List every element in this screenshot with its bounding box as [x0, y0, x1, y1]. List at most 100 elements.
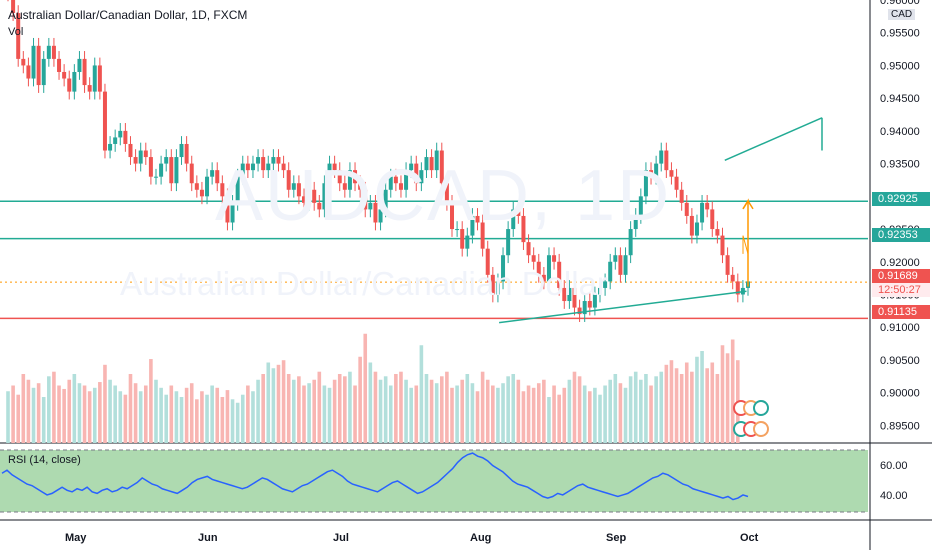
- candle-body: [511, 209, 516, 230]
- volume-bar: [358, 356, 362, 443]
- volume-bar: [312, 379, 317, 443]
- volume-bar: [404, 379, 408, 443]
- volume-bar: [536, 383, 541, 443]
- candle-body: [378, 209, 383, 223]
- candle-body: [337, 170, 342, 184]
- volume-bar: [149, 359, 153, 443]
- symbol-title: Australian Dollar/Canadian Dollar, 1D, F…: [8, 8, 248, 22]
- candle-body: [332, 163, 337, 171]
- candle-body: [608, 261, 613, 282]
- candle-body: [373, 202, 378, 223]
- candle-body: [506, 229, 511, 256]
- volume-bar: [434, 383, 439, 443]
- candle-body: [184, 143, 189, 164]
- volume-bar: [159, 387, 163, 443]
- projection-arrowhead: [742, 199, 754, 210]
- time-axis-label: Sep: [606, 532, 626, 544]
- candle-body: [521, 215, 526, 243]
- candle-body: [205, 176, 210, 197]
- volume-bar: [628, 376, 633, 443]
- volume-bar: [669, 360, 674, 443]
- volume-bar: [455, 385, 459, 443]
- candle-body: [347, 170, 352, 190]
- time-axis-label: Jul: [333, 532, 349, 544]
- economic-event-icon: [753, 400, 769, 416]
- candle-body: [261, 157, 266, 171]
- volume-bar: [113, 385, 117, 443]
- volume-bar: [210, 385, 214, 443]
- candle-body: [210, 170, 215, 177]
- candle-body: [465, 235, 470, 249]
- volume-bar: [613, 374, 618, 443]
- candle-body: [133, 157, 138, 164]
- candle-body: [199, 189, 204, 197]
- volume-bar: [730, 339, 735, 443]
- volume-bar: [256, 379, 260, 443]
- candle-body: [684, 202, 689, 216]
- volume-bar: [327, 387, 332, 443]
- candle-body: [327, 163, 332, 184]
- candle-body: [220, 183, 225, 197]
- candle-body: [342, 183, 347, 190]
- volume-bar: [521, 391, 526, 443]
- candle-body: [194, 183, 199, 190]
- volume-bar: [103, 364, 107, 443]
- candle-body: [485, 248, 490, 275]
- price-axis-tick: 0.89500: [880, 420, 920, 432]
- candle-body: [307, 189, 312, 203]
- candle-body: [689, 215, 694, 236]
- volume-bar: [286, 374, 291, 443]
- volume-bar: [31, 387, 36, 443]
- volume-bar: [302, 385, 306, 443]
- volume-bar: [26, 379, 31, 443]
- candle-body: [710, 209, 715, 230]
- candle-body: [679, 189, 684, 203]
- candle-body: [72, 71, 77, 92]
- volume-bar: [409, 387, 413, 443]
- volume-bar: [572, 371, 577, 443]
- volume-bar: [184, 387, 189, 443]
- volume-bar: [501, 383, 505, 443]
- candle-body: [424, 157, 429, 171]
- volume-bar: [72, 374, 77, 443]
- candle-body: [317, 202, 322, 210]
- candle-body: [113, 137, 118, 144]
- volume-bar: [322, 385, 327, 443]
- rsi-background-band: [0, 450, 868, 512]
- candle-body: [490, 274, 495, 295]
- candle-body: [164, 157, 169, 164]
- watermark-ticker: AUDCAD, 1D: [215, 156, 672, 236]
- volume-bar: [460, 379, 465, 443]
- volume-bar: [485, 379, 490, 443]
- volume-bar: [353, 385, 357, 443]
- candle-body: [31, 45, 36, 79]
- price-axis-tick: 0.95500: [880, 28, 920, 40]
- candle-body: [725, 255, 730, 275]
- volume-bar: [47, 376, 51, 443]
- volume-bar: [230, 399, 235, 443]
- time-axis-label: Aug: [470, 532, 491, 544]
- volume-bar: [547, 397, 551, 443]
- volume-bar: [225, 390, 230, 443]
- volume-bar: [169, 385, 174, 443]
- candle-body: [388, 176, 393, 190]
- rsi-level-60: 60.00: [880, 460, 908, 472]
- candle-body: [215, 170, 220, 184]
- candle-body: [92, 65, 97, 92]
- currency-badge[interactable]: CAD: [888, 9, 916, 20]
- volume-bar: [92, 387, 97, 443]
- candle-body: [383, 189, 388, 210]
- candle-body: [148, 157, 153, 177]
- candle-body: [67, 78, 72, 92]
- volume-bar: [164, 394, 169, 443]
- volume-bar: [368, 362, 373, 443]
- candle-body: [434, 150, 439, 171]
- candle-body: [618, 255, 623, 275]
- volume-bar: [220, 397, 225, 443]
- rsi-line: [1, 452, 749, 501]
- candle-body: [11, 0, 16, 14]
- price-axis-tick: 0.90000: [880, 388, 920, 400]
- candle-body: [526, 242, 531, 256]
- candle-body: [143, 150, 148, 158]
